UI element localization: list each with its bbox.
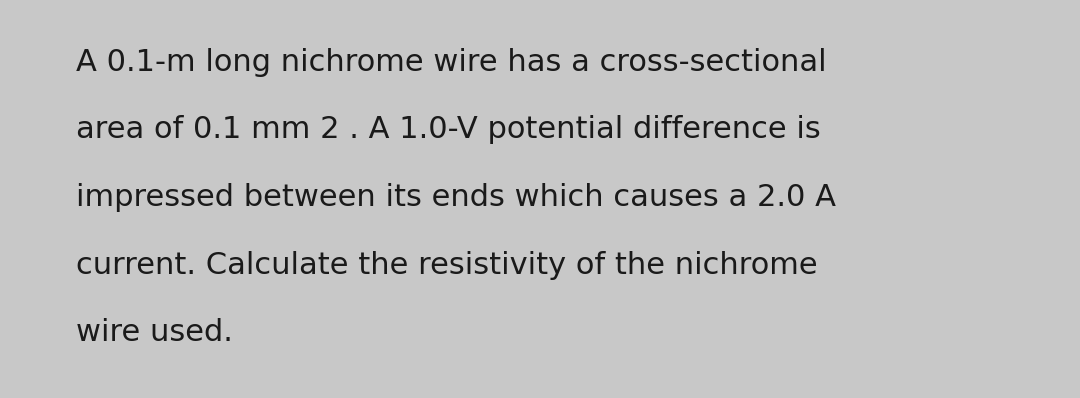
Text: wire used.: wire used.: [76, 318, 232, 347]
Text: A 0.1-m long nichrome wire has a cross-sectional: A 0.1-m long nichrome wire has a cross-s…: [76, 48, 826, 77]
Text: area of 0.1 mm 2 . A 1.0-V potential difference is: area of 0.1 mm 2 . A 1.0-V potential dif…: [76, 115, 821, 144]
Text: current. Calculate the resistivity of the nichrome: current. Calculate the resistivity of th…: [76, 251, 818, 280]
Text: impressed between its ends which causes a 2.0 A: impressed between its ends which causes …: [76, 183, 836, 212]
